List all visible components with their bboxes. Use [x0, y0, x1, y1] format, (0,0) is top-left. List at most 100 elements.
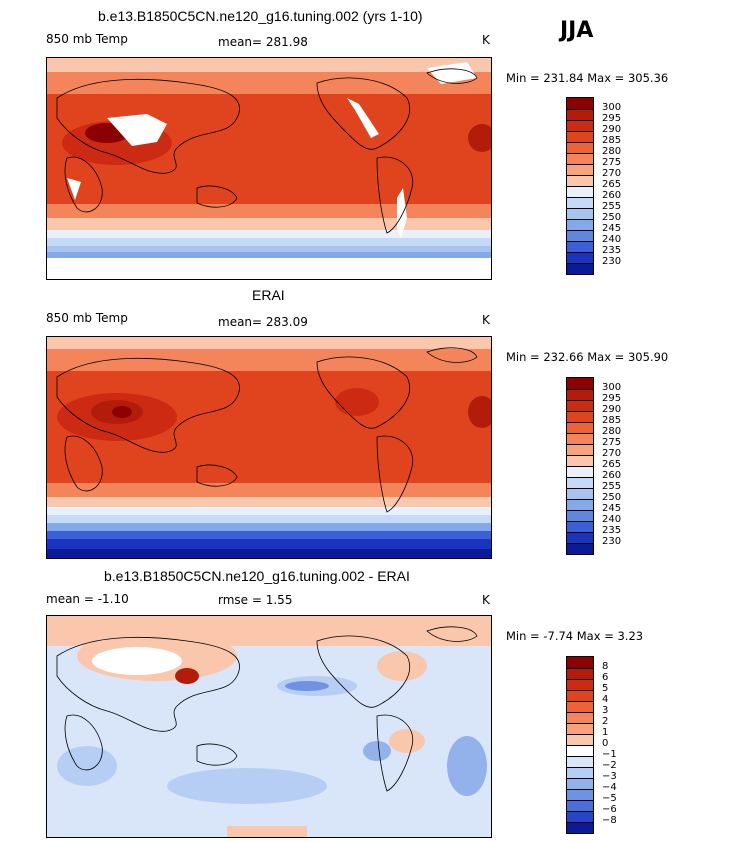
colorbar-tick-label: 280	[602, 426, 622, 437]
panel1-map	[46, 57, 492, 280]
colorbar-swatch	[567, 230, 593, 241]
colorbar-tick-label: 1	[602, 727, 609, 738]
colorbar-swatch	[567, 690, 593, 701]
colorbar-swatch	[567, 767, 593, 778]
colorbar-tick-label: 290	[602, 404, 622, 415]
colorbar-tick-label: −1	[602, 749, 617, 760]
colorbar-swatch	[567, 422, 593, 433]
colorbar-swatch	[567, 488, 593, 499]
colorbar-tick-label: 295	[602, 393, 622, 404]
colorbar-tick-label: −3	[602, 771, 617, 782]
colorbar-swatch	[567, 98, 593, 109]
colorbar-tick-label: 235	[602, 525, 622, 536]
colorbar-swatch	[567, 532, 593, 543]
colorbar-tick-label: −8	[602, 815, 617, 826]
colorbar-tick-label: 260	[602, 470, 622, 481]
colorbar-swatch	[567, 164, 593, 175]
colorbar-tick-label: 235	[602, 245, 622, 256]
panel1-colorbar	[566, 97, 594, 275]
colorbar-swatch	[567, 668, 593, 679]
colorbar-swatch	[567, 510, 593, 521]
colorbar-tick-label: 240	[602, 514, 622, 525]
season-label: JJA	[560, 18, 594, 43]
colorbar-tick-label: 255	[602, 201, 622, 212]
colorbar-swatch	[567, 756, 593, 767]
colorbar-swatch	[567, 389, 593, 400]
panel2-title: ERAI	[252, 287, 285, 303]
colorbar-swatch	[567, 109, 593, 120]
panel3-units-label: K	[482, 593, 490, 607]
colorbar-tick-label: 285	[602, 135, 622, 146]
colorbar-swatch	[567, 142, 593, 153]
panel1-minmax-label: Min = 231.84 Max = 305.36	[506, 71, 669, 85]
colorbar-swatch	[567, 175, 593, 186]
colorbar-tick-label: 3	[602, 705, 609, 716]
colorbar-swatch	[567, 455, 593, 466]
panel3-rmse-label: rmse = 1.55	[218, 593, 293, 607]
panel2-mean-label: mean= 283.09	[218, 315, 308, 329]
colorbar-swatch	[567, 241, 593, 252]
colorbar-tick-label: −4	[602, 782, 617, 793]
colorbar-swatch	[567, 131, 593, 142]
panel2-variable-label: 850 mb Temp	[46, 311, 128, 325]
colorbar-swatch	[567, 208, 593, 219]
colorbar-tick-label: 245	[602, 223, 622, 234]
colorbar-tick-label: 265	[602, 179, 622, 190]
colorbar-swatch	[567, 822, 593, 833]
panel3-mean-label: mean = -1.10	[46, 592, 129, 606]
panel2-map	[46, 336, 492, 559]
colorbar-tick-label: 275	[602, 157, 622, 168]
colorbar-tick-label: 270	[602, 448, 622, 459]
colorbar-tick-label: −6	[602, 804, 617, 815]
colorbar-tick-label: −2	[602, 760, 617, 771]
colorbar-tick-label: 230	[602, 256, 622, 267]
panel3-colorbar	[566, 656, 594, 834]
colorbar-swatch	[567, 499, 593, 510]
colorbar-tick-label: 230	[602, 536, 622, 547]
panel1-mean-label: mean= 281.98	[218, 35, 308, 49]
colorbar-swatch	[567, 444, 593, 455]
colorbar-swatch	[567, 734, 593, 745]
colorbar-tick-label: 245	[602, 503, 622, 514]
colorbar-swatch	[567, 745, 593, 756]
panel2-units-label: K	[482, 313, 490, 327]
colorbar-tick-label: 250	[602, 492, 622, 503]
panel1-variable-label: 850 mb Temp	[46, 32, 128, 46]
panel3-map	[46, 615, 492, 838]
colorbar-tick-label: 295	[602, 113, 622, 124]
panel1-units-label: K	[482, 33, 490, 47]
colorbar-swatch	[567, 800, 593, 811]
panel1-map-field	[47, 58, 491, 279]
colorbar-swatch	[567, 252, 593, 263]
colorbar-swatch	[567, 197, 593, 208]
colorbar-tick-label: −5	[602, 793, 617, 804]
colorbar-tick-label: 265	[602, 459, 622, 470]
colorbar-tick-label: 290	[602, 124, 622, 135]
panel2-minmax-label: Min = 232.66 Max = 305.90	[506, 350, 669, 364]
colorbar-tick-label: 260	[602, 190, 622, 201]
panel2-colorbar	[566, 377, 594, 555]
colorbar-tick-label: 6	[602, 672, 609, 683]
colorbar-tick-label: 5	[602, 683, 609, 694]
colorbar-swatch	[567, 701, 593, 712]
colorbar-tick-label: 2	[602, 716, 609, 727]
colorbar-swatch	[567, 263, 593, 274]
panel3-minmax-label: Min = -7.74 Max = 3.23	[506, 629, 644, 643]
colorbar-swatch	[567, 477, 593, 488]
colorbar-swatch	[567, 712, 593, 723]
colorbar-swatch	[567, 679, 593, 690]
colorbar-swatch	[567, 186, 593, 197]
colorbar-tick-label: 300	[602, 102, 622, 113]
colorbar-tick-label: 255	[602, 481, 622, 492]
colorbar-swatch	[567, 120, 593, 131]
colorbar-swatch	[567, 723, 593, 734]
colorbar-tick-label: 0	[602, 738, 609, 749]
colorbar-swatch	[567, 219, 593, 230]
colorbar-tick-label: 300	[602, 382, 622, 393]
colorbar-swatch	[567, 811, 593, 822]
colorbar-tick-label: 4	[602, 694, 609, 705]
colorbar-swatch	[567, 657, 593, 668]
colorbar-tick-label: 270	[602, 168, 622, 179]
colorbar-swatch	[567, 153, 593, 164]
colorbar-swatch	[567, 778, 593, 789]
